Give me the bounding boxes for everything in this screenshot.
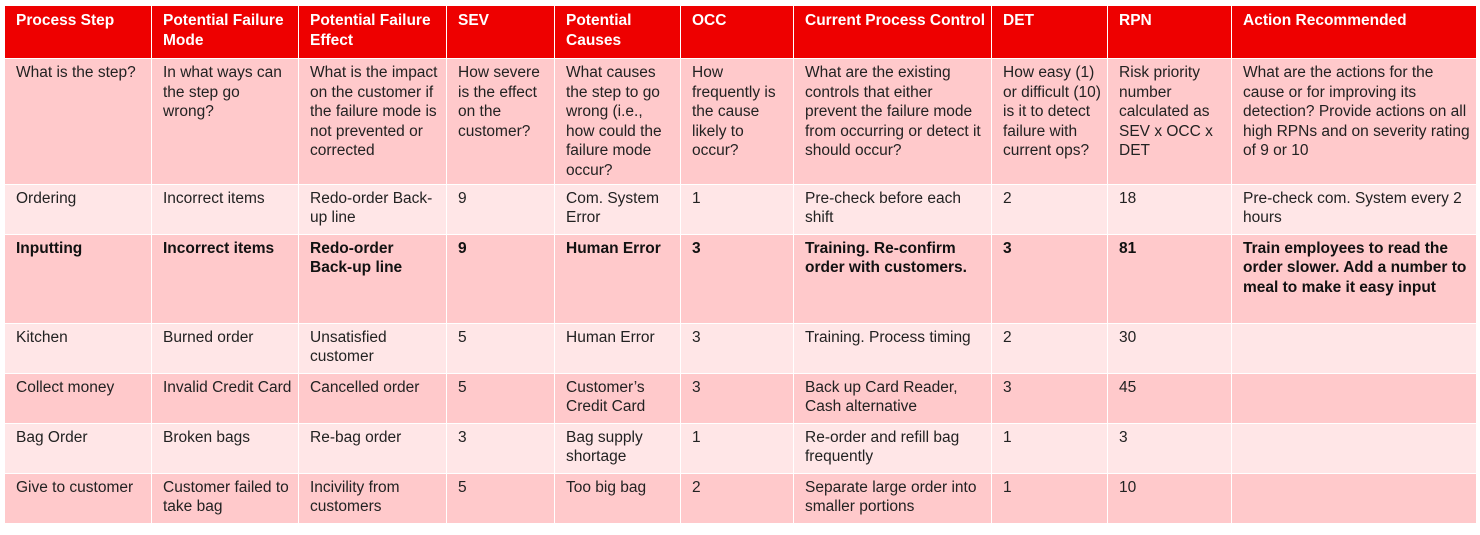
description-cell: What are the actions for the cause or fo… [1231, 58, 1477, 185]
description-cell: What are the existing controls that eith… [793, 58, 992, 185]
process-step-cell: Kitchen [4, 322, 152, 374]
column-header-failure-effect: Potential Failure Effect [298, 5, 447, 59]
failure-effect-cell: Re-bag order [298, 422, 447, 474]
sev-cell: 9 [446, 183, 555, 235]
causes-cell: Human Error [554, 233, 681, 324]
sev-cell: 9 [446, 233, 555, 324]
description-cell: What is the step? [4, 58, 152, 185]
description-cell: How easy (1) or difficult (10) is it to … [991, 58, 1108, 185]
det-cell: 2 [991, 322, 1108, 374]
det-cell: 2 [991, 183, 1108, 235]
occ-cell: 3 [680, 233, 794, 324]
description-cell: In what ways can the step go wrong? [151, 58, 299, 185]
table-row: Bag Order Broken bags Re-bag order 3 Bag… [4, 422, 1477, 474]
occ-cell: 1 [680, 422, 794, 474]
column-header-causes: Potential Causes [554, 5, 681, 59]
sev-cell: 3 [446, 422, 555, 474]
action-cell [1231, 372, 1477, 424]
failure-mode-cell: Invalid Credit Card [151, 372, 299, 424]
action-cell: Train employees to read the order slower… [1231, 233, 1477, 324]
failure-mode-cell: Incorrect items [151, 183, 299, 235]
rpn-cell: 10 [1107, 472, 1232, 524]
rpn-cell: 30 [1107, 322, 1232, 374]
column-header-failure-mode: Potential Failure Mode [151, 5, 299, 59]
failure-effect-cell: Redo-order Back-up line [298, 183, 447, 235]
fmea-table: Process Step Potential Failure Mode Pote… [4, 5, 1477, 524]
action-cell [1231, 472, 1477, 524]
sev-cell: 5 [446, 322, 555, 374]
description-cell: What causes the step to go wrong (i.e., … [554, 58, 681, 185]
causes-cell: Com. System Error [554, 183, 681, 235]
action-cell [1231, 422, 1477, 474]
rpn-cell: 45 [1107, 372, 1232, 424]
description-row: What is the step? In what ways can the s… [4, 58, 1477, 185]
control-cell: Training. Re-confirm order with customer… [793, 233, 992, 324]
control-cell: Re-order and refill bag frequently [793, 422, 992, 474]
process-step-cell: Collect money [4, 372, 152, 424]
column-header-rpn: RPN [1107, 5, 1232, 59]
description-cell: Risk priority number calculated as SEV x… [1107, 58, 1232, 185]
process-step-cell: Ordering [4, 183, 152, 235]
occ-cell: 3 [680, 322, 794, 374]
column-header-det: DET [991, 5, 1108, 59]
failure-effect-cell: Cancelled order [298, 372, 447, 424]
det-cell: 1 [991, 422, 1108, 474]
control-cell: Back up Card Reader, Cash alternative [793, 372, 992, 424]
table-row: Collect money Invalid Credit Card Cancel… [4, 372, 1477, 424]
action-cell: Pre-check com. System every 2 hours [1231, 183, 1477, 235]
sev-cell: 5 [446, 472, 555, 524]
occ-cell: 3 [680, 372, 794, 424]
failure-mode-cell: Broken bags [151, 422, 299, 474]
table-row: Kitchen Burned order Unsatisfied custome… [4, 322, 1477, 374]
det-cell: 3 [991, 372, 1108, 424]
rpn-cell: 81 [1107, 233, 1232, 324]
process-step-cell: Inputting [4, 233, 152, 324]
failure-mode-cell: Customer failed to take bag [151, 472, 299, 524]
sev-cell: 5 [446, 372, 555, 424]
column-header-control: Current Process Control [793, 5, 992, 59]
fmea-table-container: Process Step Potential Failure Mode Pote… [4, 5, 1477, 524]
table-row-highlighted: Inputting Incorrect items Redo-order Bac… [4, 233, 1477, 324]
failure-mode-cell: Incorrect items [151, 233, 299, 324]
failure-effect-cell: Redo-order Back-up line [298, 233, 447, 324]
column-header-process-step: Process Step [4, 5, 152, 59]
description-cell: How severe is the effect on the customer… [446, 58, 555, 185]
process-step-cell: Give to customer [4, 472, 152, 524]
description-cell: How frequently is the cause likely to oc… [680, 58, 794, 185]
table-row: Ordering Incorrect items Redo-order Back… [4, 183, 1477, 235]
process-step-cell: Bag Order [4, 422, 152, 474]
det-cell: 1 [991, 472, 1108, 524]
failure-effect-cell: Incivility from customers [298, 472, 447, 524]
causes-cell: Customer’s Credit Card [554, 372, 681, 424]
header-row: Process Step Potential Failure Mode Pote… [4, 5, 1477, 59]
causes-cell: Too big bag [554, 472, 681, 524]
det-cell: 3 [991, 233, 1108, 324]
rpn-cell: 18 [1107, 183, 1232, 235]
table-row: Give to customer Customer failed to take… [4, 472, 1477, 524]
occ-cell: 2 [680, 472, 794, 524]
occ-cell: 1 [680, 183, 794, 235]
column-header-occ: OCC [680, 5, 794, 59]
column-header-sev: SEV [446, 5, 555, 59]
action-cell [1231, 322, 1477, 374]
causes-cell: Human Error [554, 322, 681, 374]
control-cell: Training. Process timing [793, 322, 992, 374]
column-header-action: Action Recommended [1231, 5, 1477, 59]
control-cell: Separate large order into smaller portio… [793, 472, 992, 524]
control-cell: Pre-check before each shift [793, 183, 992, 235]
failure-mode-cell: Burned order [151, 322, 299, 374]
causes-cell: Bag supply shortage [554, 422, 681, 474]
failure-effect-cell: Unsatisfied customer [298, 322, 447, 374]
rpn-cell: 3 [1107, 422, 1232, 474]
description-cell: What is the impact on the customer if th… [298, 58, 447, 185]
